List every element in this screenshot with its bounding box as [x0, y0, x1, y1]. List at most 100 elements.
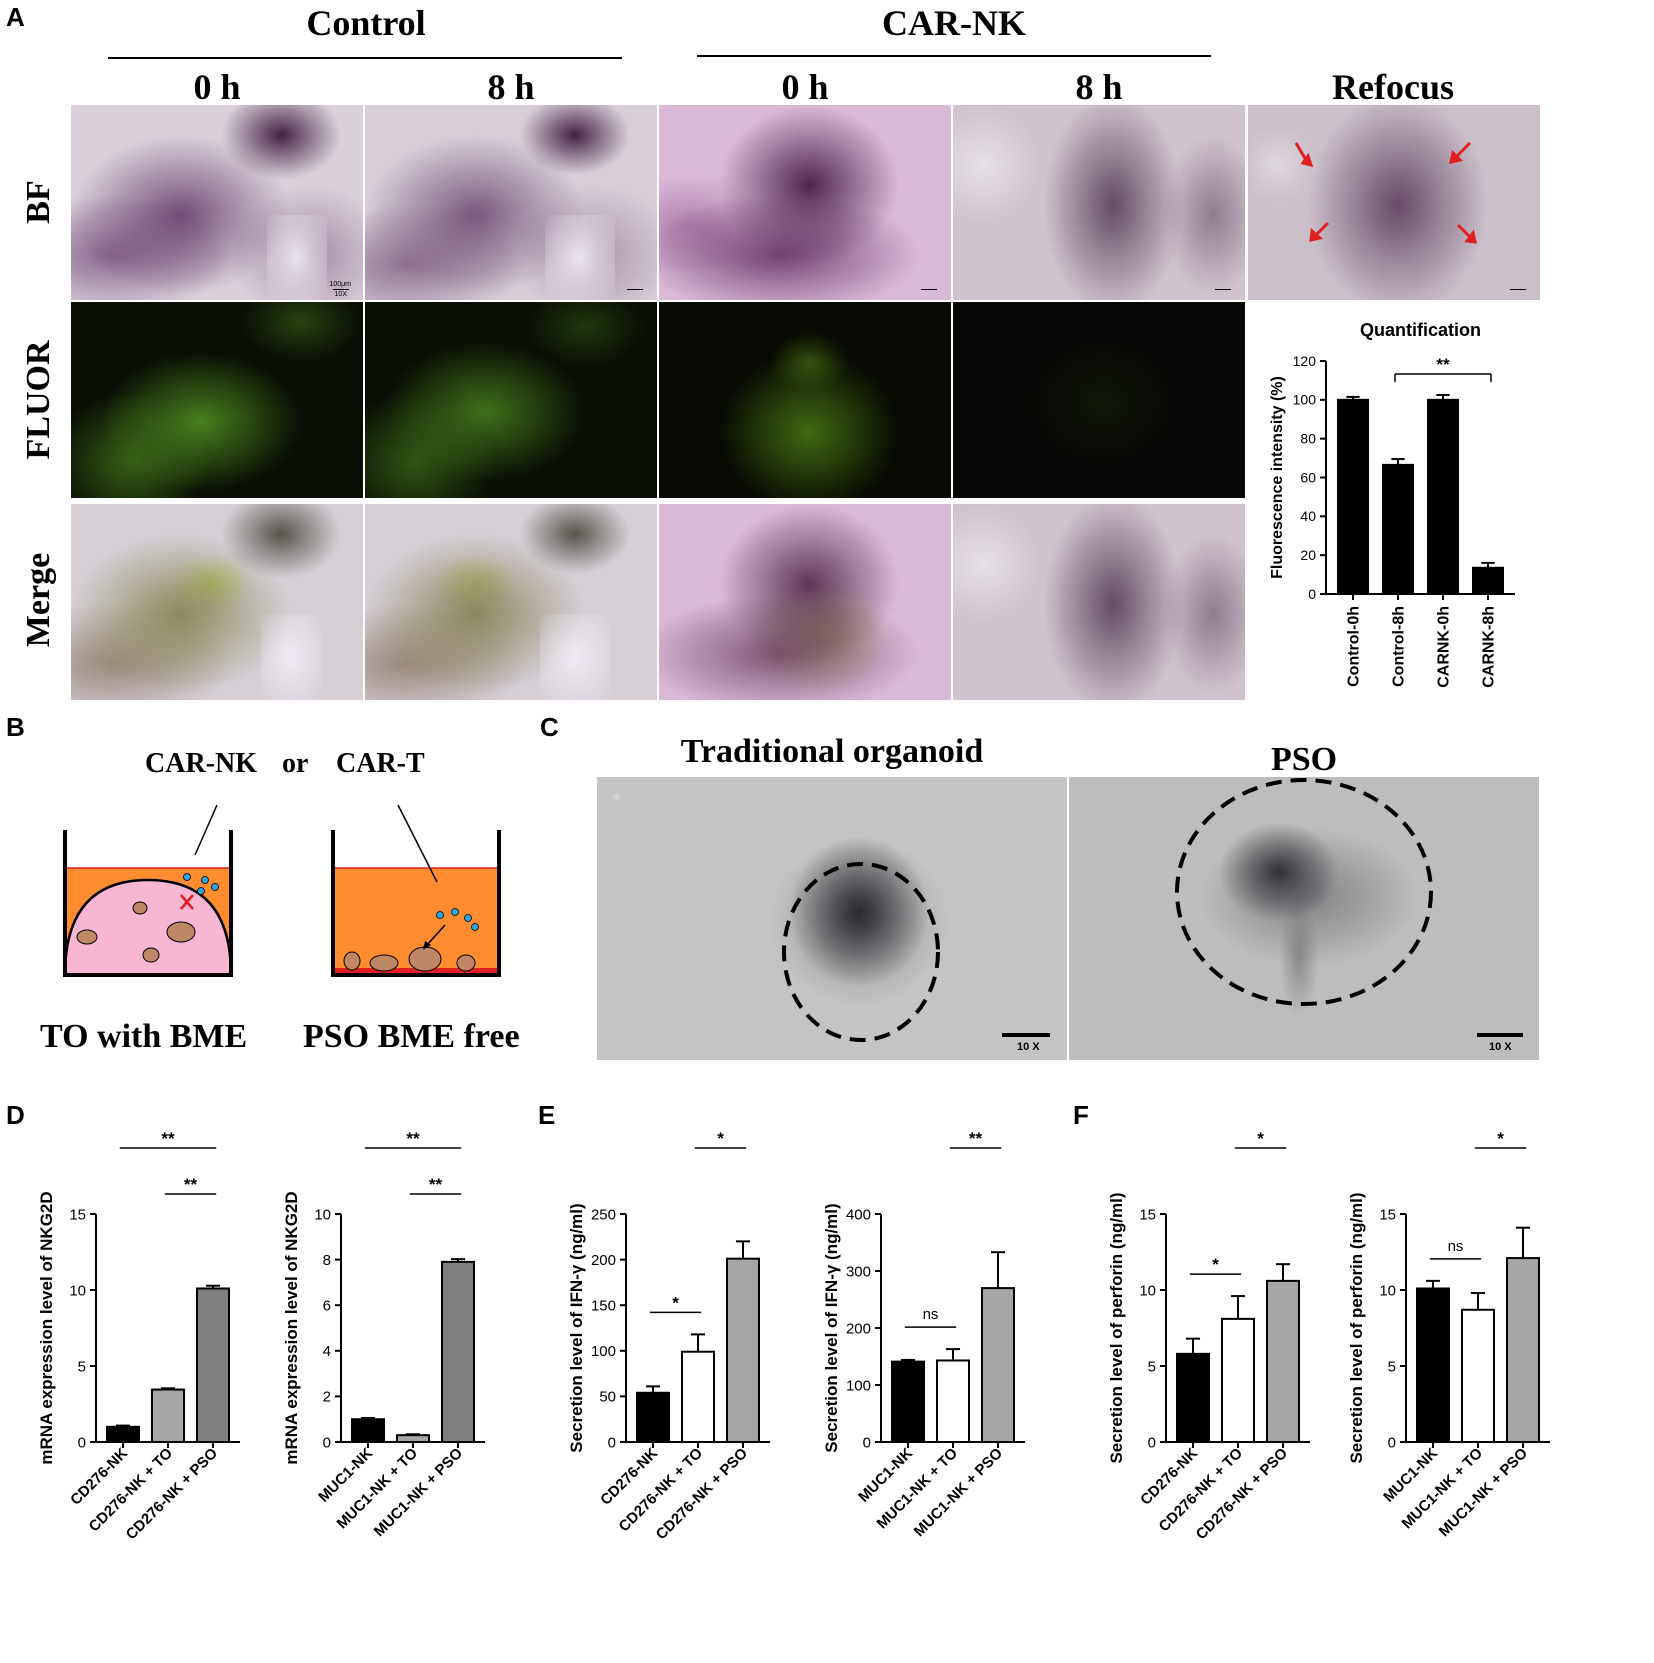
well-pso	[331, 804, 501, 977]
significance-label: **	[429, 1175, 443, 1194]
row-label-merge: Merge	[20, 552, 57, 648]
group-header-carnk: CAR-NK	[882, 3, 1026, 43]
significance-label: **	[1436, 355, 1450, 374]
y-tick-label: 4	[323, 1343, 331, 1360]
micrograph-merge-carnk-0h	[659, 504, 951, 700]
y-tick-label: 8	[323, 1252, 331, 1269]
y-axis-label: Secretion level of perforin (ng/ml)	[1347, 1192, 1366, 1463]
y-tick-label: 80	[1300, 431, 1316, 447]
y-tick-label: 0	[1308, 586, 1316, 602]
y-tick-label: 5	[78, 1358, 86, 1375]
y-axis-label: Fluorescence intensity (%)	[1269, 376, 1286, 579]
group-underline-control	[108, 57, 622, 59]
chart-d2: 0 2 4 6 8 10 mRNA expression level of NKG2D MUC…	[282, 1130, 485, 1540]
x-tick-label: MUC1-NK + TO	[874, 1445, 962, 1533]
y-axis-label: Secretion level of IFN-γ (ng/ml)	[822, 1203, 841, 1452]
col-header-carnk-8h: 8 h	[1075, 67, 1123, 107]
significance-label: *	[1212, 1255, 1219, 1274]
micrograph-bf-refocus	[1248, 105, 1540, 300]
y-tick-label: 60	[1300, 469, 1316, 485]
bar	[151, 1388, 185, 1443]
schematic-wells	[63, 804, 501, 977]
bar	[1461, 1308, 1495, 1443]
bar	[351, 1418, 385, 1444]
panel-letter-b: B	[6, 712, 25, 742]
y-tick-label: 120	[1293, 353, 1317, 369]
scale-mag: 10X	[334, 291, 347, 298]
micrograph-fluor-control-8h	[365, 302, 657, 498]
significance-label: **	[184, 1175, 198, 1194]
significance-label: **	[406, 1130, 420, 1148]
micrograph-fluor-carnk-8h	[953, 302, 1245, 498]
micrograph-merge-carnk-8h	[953, 504, 1245, 700]
mag-label-right: 10 X	[1489, 1041, 1512, 1053]
red-arrows	[1294, 141, 1477, 244]
micrograph-bf-control-0h: 100μm 10X	[71, 105, 363, 300]
panel-letter-f: F	[1073, 1100, 1089, 1130]
bar	[1221, 1317, 1255, 1444]
panel-letter-e: E	[538, 1100, 556, 1130]
panel-letter-d: D	[6, 1100, 25, 1130]
bar	[1266, 1279, 1300, 1443]
y-tick-label: 0	[1148, 1434, 1156, 1451]
y-tick-label: 0	[1388, 1434, 1396, 1451]
y-tick-label: 5	[1148, 1358, 1156, 1375]
y-tick-label: 0	[608, 1434, 616, 1451]
y-tick-label: 100	[591, 1343, 616, 1360]
chart-e1: 0 50 100 150 200 250 Secretion level of IFN-γ …	[567, 1130, 770, 1543]
bar	[1472, 566, 1504, 596]
y-axis-label: Secretion level of perforin (ng/ml)	[1107, 1192, 1126, 1463]
panel-letter-c: C	[540, 712, 559, 742]
micrograph-traditional-organoid: 10 X	[597, 777, 1067, 1060]
y-tick-label: 0	[78, 1434, 86, 1451]
bar	[891, 1360, 925, 1444]
scale-text: 100μm	[329, 281, 351, 288]
bar	[981, 1287, 1015, 1443]
y-tick-label: 10	[1379, 1282, 1396, 1299]
bar	[1506, 1257, 1540, 1443]
x-tick-label: CARNK-8h	[1481, 606, 1498, 688]
micrograph-bf-control-8h	[365, 105, 657, 300]
y-tick-label: 2	[323, 1389, 331, 1406]
mag-label-left: 10 X	[1017, 1041, 1040, 1053]
label-or: or	[282, 748, 309, 779]
well-to-bme	[63, 804, 233, 977]
y-tick-label: 200	[591, 1252, 616, 1269]
significance-label: ns	[923, 1306, 939, 1323]
significance-label: **	[969, 1130, 983, 1148]
bar	[726, 1257, 760, 1443]
y-tick-label: 250	[591, 1206, 616, 1223]
y-tick-label: 10	[314, 1206, 331, 1223]
significance-label: *	[1257, 1130, 1264, 1148]
bar	[936, 1359, 970, 1444]
chart-f2: 0 5 10 15 Secretion level of perforin (ng/ml…	[1347, 1130, 1550, 1540]
panel-letter-a: A	[6, 2, 25, 32]
caption-to-with-bme: TO with BME	[40, 1018, 248, 1055]
bar	[1416, 1287, 1450, 1443]
micrograph-pso: 10 X	[1069, 777, 1539, 1060]
y-tick-label: 5	[1388, 1358, 1396, 1375]
col-header-control-8h: 8 h	[487, 67, 535, 107]
bar	[396, 1434, 430, 1444]
chart-f1: 0 5 10 15 Secretion level of perforin (ng/ml…	[1107, 1130, 1310, 1543]
y-tick-label: 100	[1293, 392, 1317, 408]
chart-title: Quantification	[1360, 320, 1481, 340]
chart-a-quantification: 0 20 40 60 80 100 120 Fluorescence intensity (%…	[1269, 320, 1515, 688]
micrograph-merge-control-0h	[71, 504, 363, 700]
y-tick-label: 15	[69, 1206, 86, 1223]
y-tick-label: 20	[1300, 547, 1316, 563]
group-header-control: Control	[306, 3, 426, 43]
micrograph-fluor-carnk-0h	[659, 302, 951, 498]
bar	[1382, 463, 1414, 595]
bar	[196, 1287, 230, 1443]
y-tick-label: 15	[1379, 1206, 1396, 1223]
bar	[1176, 1352, 1210, 1443]
x-tick-label: Control-0h	[1346, 606, 1363, 687]
bar	[106, 1425, 140, 1443]
label-car-t: CAR-T	[336, 748, 425, 779]
col-header-control-0h: 0 h	[193, 67, 241, 107]
title-pso: PSO	[1270, 741, 1338, 778]
x-tick-label: MUC1-NK + TO	[1399, 1445, 1487, 1533]
significance-label: ns	[1448, 1238, 1464, 1255]
